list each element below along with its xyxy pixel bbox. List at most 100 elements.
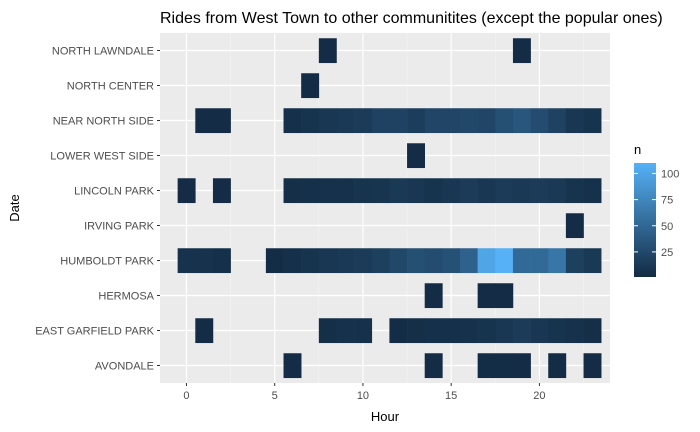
heatmap-cell — [212, 108, 231, 134]
legend-title: n — [634, 142, 641, 157]
heatmap-cell — [530, 248, 549, 274]
heatmap-cell — [512, 318, 531, 344]
heatmap-cell — [583, 108, 602, 134]
legend-tick-label: 50 — [661, 221, 673, 233]
heatmap-cell — [477, 248, 496, 274]
heatmap-cell — [195, 318, 214, 344]
heatmap-cell — [442, 248, 461, 274]
heatmap-cell — [495, 283, 514, 309]
heatmap-cell — [424, 318, 443, 344]
x-tick-label: 15 — [445, 390, 457, 402]
legend-tick-label: 75 — [661, 195, 673, 207]
heatmap-cell — [442, 318, 461, 344]
heatmap-cell — [407, 248, 426, 274]
legend-tick-label: 25 — [661, 247, 673, 259]
y-tick-labels: AVONDALE EAST GARFIELD PARK HERMOSA HUMBOLD… — [35, 46, 160, 373]
heatmap-cell — [301, 73, 320, 99]
y-axis-title: Date — [7, 194, 22, 221]
heatmap-cell — [512, 353, 531, 379]
x-tick-label: 5 — [272, 390, 278, 402]
y-tick-label: NEAR NORTH SIDE — [53, 116, 154, 128]
heatmap-cell — [477, 108, 496, 134]
heatmap-cell — [548, 248, 567, 274]
heatmap-cell — [371, 108, 390, 134]
heatmap-cell — [389, 318, 408, 344]
heatmap-cell — [318, 248, 337, 274]
heatmap-cell — [407, 108, 426, 134]
grid-lines — [160, 33, 610, 383]
heatmap-cell — [177, 248, 196, 274]
y-tick-label: NORTH CENTER — [67, 81, 154, 93]
heatmap-cell — [495, 248, 514, 274]
y-tick-label: NORTH LAWNDALE — [52, 46, 154, 58]
heatmap-cell — [283, 353, 302, 379]
y-tick-label: LOWER WEST SIDE — [50, 151, 154, 163]
heatmap-cell — [495, 318, 514, 344]
x-tick-labels: 0 5 10 15 20 — [183, 383, 546, 402]
heatmap-cell — [336, 248, 355, 274]
heatmap-cell — [512, 38, 531, 64]
x-axis-title: Hour — [371, 409, 400, 424]
heatmap-cell — [460, 178, 478, 204]
heatmap-cell — [371, 178, 390, 204]
heatmap-cell — [301, 108, 320, 134]
heatmap-cell — [565, 108, 584, 134]
heatmap-cell — [283, 248, 302, 274]
heatmap-cell — [389, 178, 408, 204]
heatmap-cell — [495, 178, 514, 204]
heatmap-cell — [195, 248, 214, 274]
heatmap-cell — [548, 108, 567, 134]
heatmap-cell — [512, 108, 531, 134]
heatmap-cell — [336, 318, 355, 344]
heatmap-cell — [177, 178, 196, 204]
heatmap-cell — [407, 143, 426, 169]
heatmap-cell — [565, 213, 584, 239]
y-tick-label: IRVING PARK — [84, 221, 155, 233]
heatmap-cell — [495, 353, 514, 379]
heatmap-cell — [583, 318, 602, 344]
legend-colorbar — [634, 163, 656, 277]
heatmap-cell — [371, 248, 390, 274]
heatmap-cell — [318, 108, 337, 134]
heatmap-cell — [265, 248, 284, 274]
heatmap-cell — [336, 108, 355, 134]
heatmap-cell — [336, 178, 355, 204]
heatmap-cell — [477, 283, 496, 309]
heatmap-cell — [424, 283, 443, 309]
heatmap-cell — [530, 318, 549, 344]
heatmap-cell — [318, 318, 337, 344]
heatmap-cell — [195, 108, 214, 134]
heatmap-cell — [565, 318, 584, 344]
heatmap-cell — [424, 353, 443, 379]
heatmap-cell — [283, 178, 302, 204]
chart-title: Rides from West Town to other communitit… — [160, 10, 663, 27]
heatmap-cell — [460, 108, 478, 134]
heatmap-cell — [354, 108, 373, 134]
heatmap-cell — [477, 178, 496, 204]
heatmap-cell — [354, 248, 373, 274]
y-tick-label: EAST GARFIELD PARK — [35, 326, 154, 338]
heatmap-cell — [548, 318, 567, 344]
heatmap-cell — [301, 178, 320, 204]
heatmap-cell — [530, 108, 549, 134]
heatmap-cell — [354, 318, 373, 344]
x-tick-label: 10 — [357, 390, 369, 402]
heatmap-cell — [530, 178, 549, 204]
heatmap-cell — [477, 353, 496, 379]
heatmap-cell — [460, 248, 478, 274]
heatmap-cell — [495, 108, 514, 134]
heatmap-cell — [389, 248, 408, 274]
heatmap-cell — [565, 248, 584, 274]
heatmap-cell — [548, 353, 567, 379]
y-tick-label: HUMBOLDT PARK — [60, 256, 154, 268]
heatmap-cell — [460, 318, 478, 344]
heatmap-cell — [512, 248, 531, 274]
heatmap-cell — [407, 318, 426, 344]
heatmap-cell — [583, 178, 602, 204]
heatmap-cell — [583, 248, 602, 274]
heatmap-cells — [177, 38, 602, 379]
heatmap-cell — [424, 108, 443, 134]
heatmap-cell — [442, 178, 461, 204]
heatmap-cell — [442, 108, 461, 134]
heatmap-cell — [212, 248, 231, 274]
